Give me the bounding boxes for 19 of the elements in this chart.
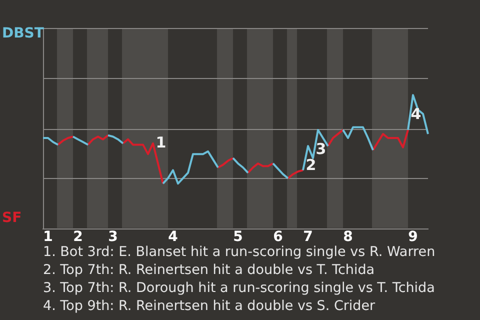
annotation: 1 bbox=[156, 133, 166, 152]
annotation: 3 bbox=[316, 140, 326, 158]
x-tick-label: 9 bbox=[408, 229, 418, 246]
x-tick-label: 3 bbox=[108, 229, 118, 246]
text: SF bbox=[2, 210, 22, 226]
text: 2. Top 7th: R. Reinertsen hit a double vs T. Tchida bbox=[43, 261, 376, 279]
x-tick-label: 5 bbox=[233, 229, 243, 246]
text: 3. Top 7th: R. Dorough hit a run-scoring single vs T. Tchida bbox=[43, 279, 436, 297]
x-tick-label: 1 bbox=[43, 229, 53, 246]
x-tick-label: 4 bbox=[168, 229, 178, 246]
x-tick-label: 2 bbox=[73, 229, 83, 246]
x-tick-label: 7 bbox=[303, 229, 313, 246]
annotation: 2 bbox=[306, 156, 316, 174]
x-tick-label: 6 bbox=[273, 229, 283, 246]
annotation: 4 bbox=[410, 104, 422, 123]
text: 4. Top 9th: R. Reinertsen hit a double vs S. Crider bbox=[43, 297, 376, 315]
x-tick-label: 8 bbox=[343, 229, 353, 246]
text: 1. Bot 3rd: E. Blanset hit a run-scoring single vs R. Warren bbox=[43, 243, 436, 261]
text: DBST bbox=[2, 26, 44, 42]
